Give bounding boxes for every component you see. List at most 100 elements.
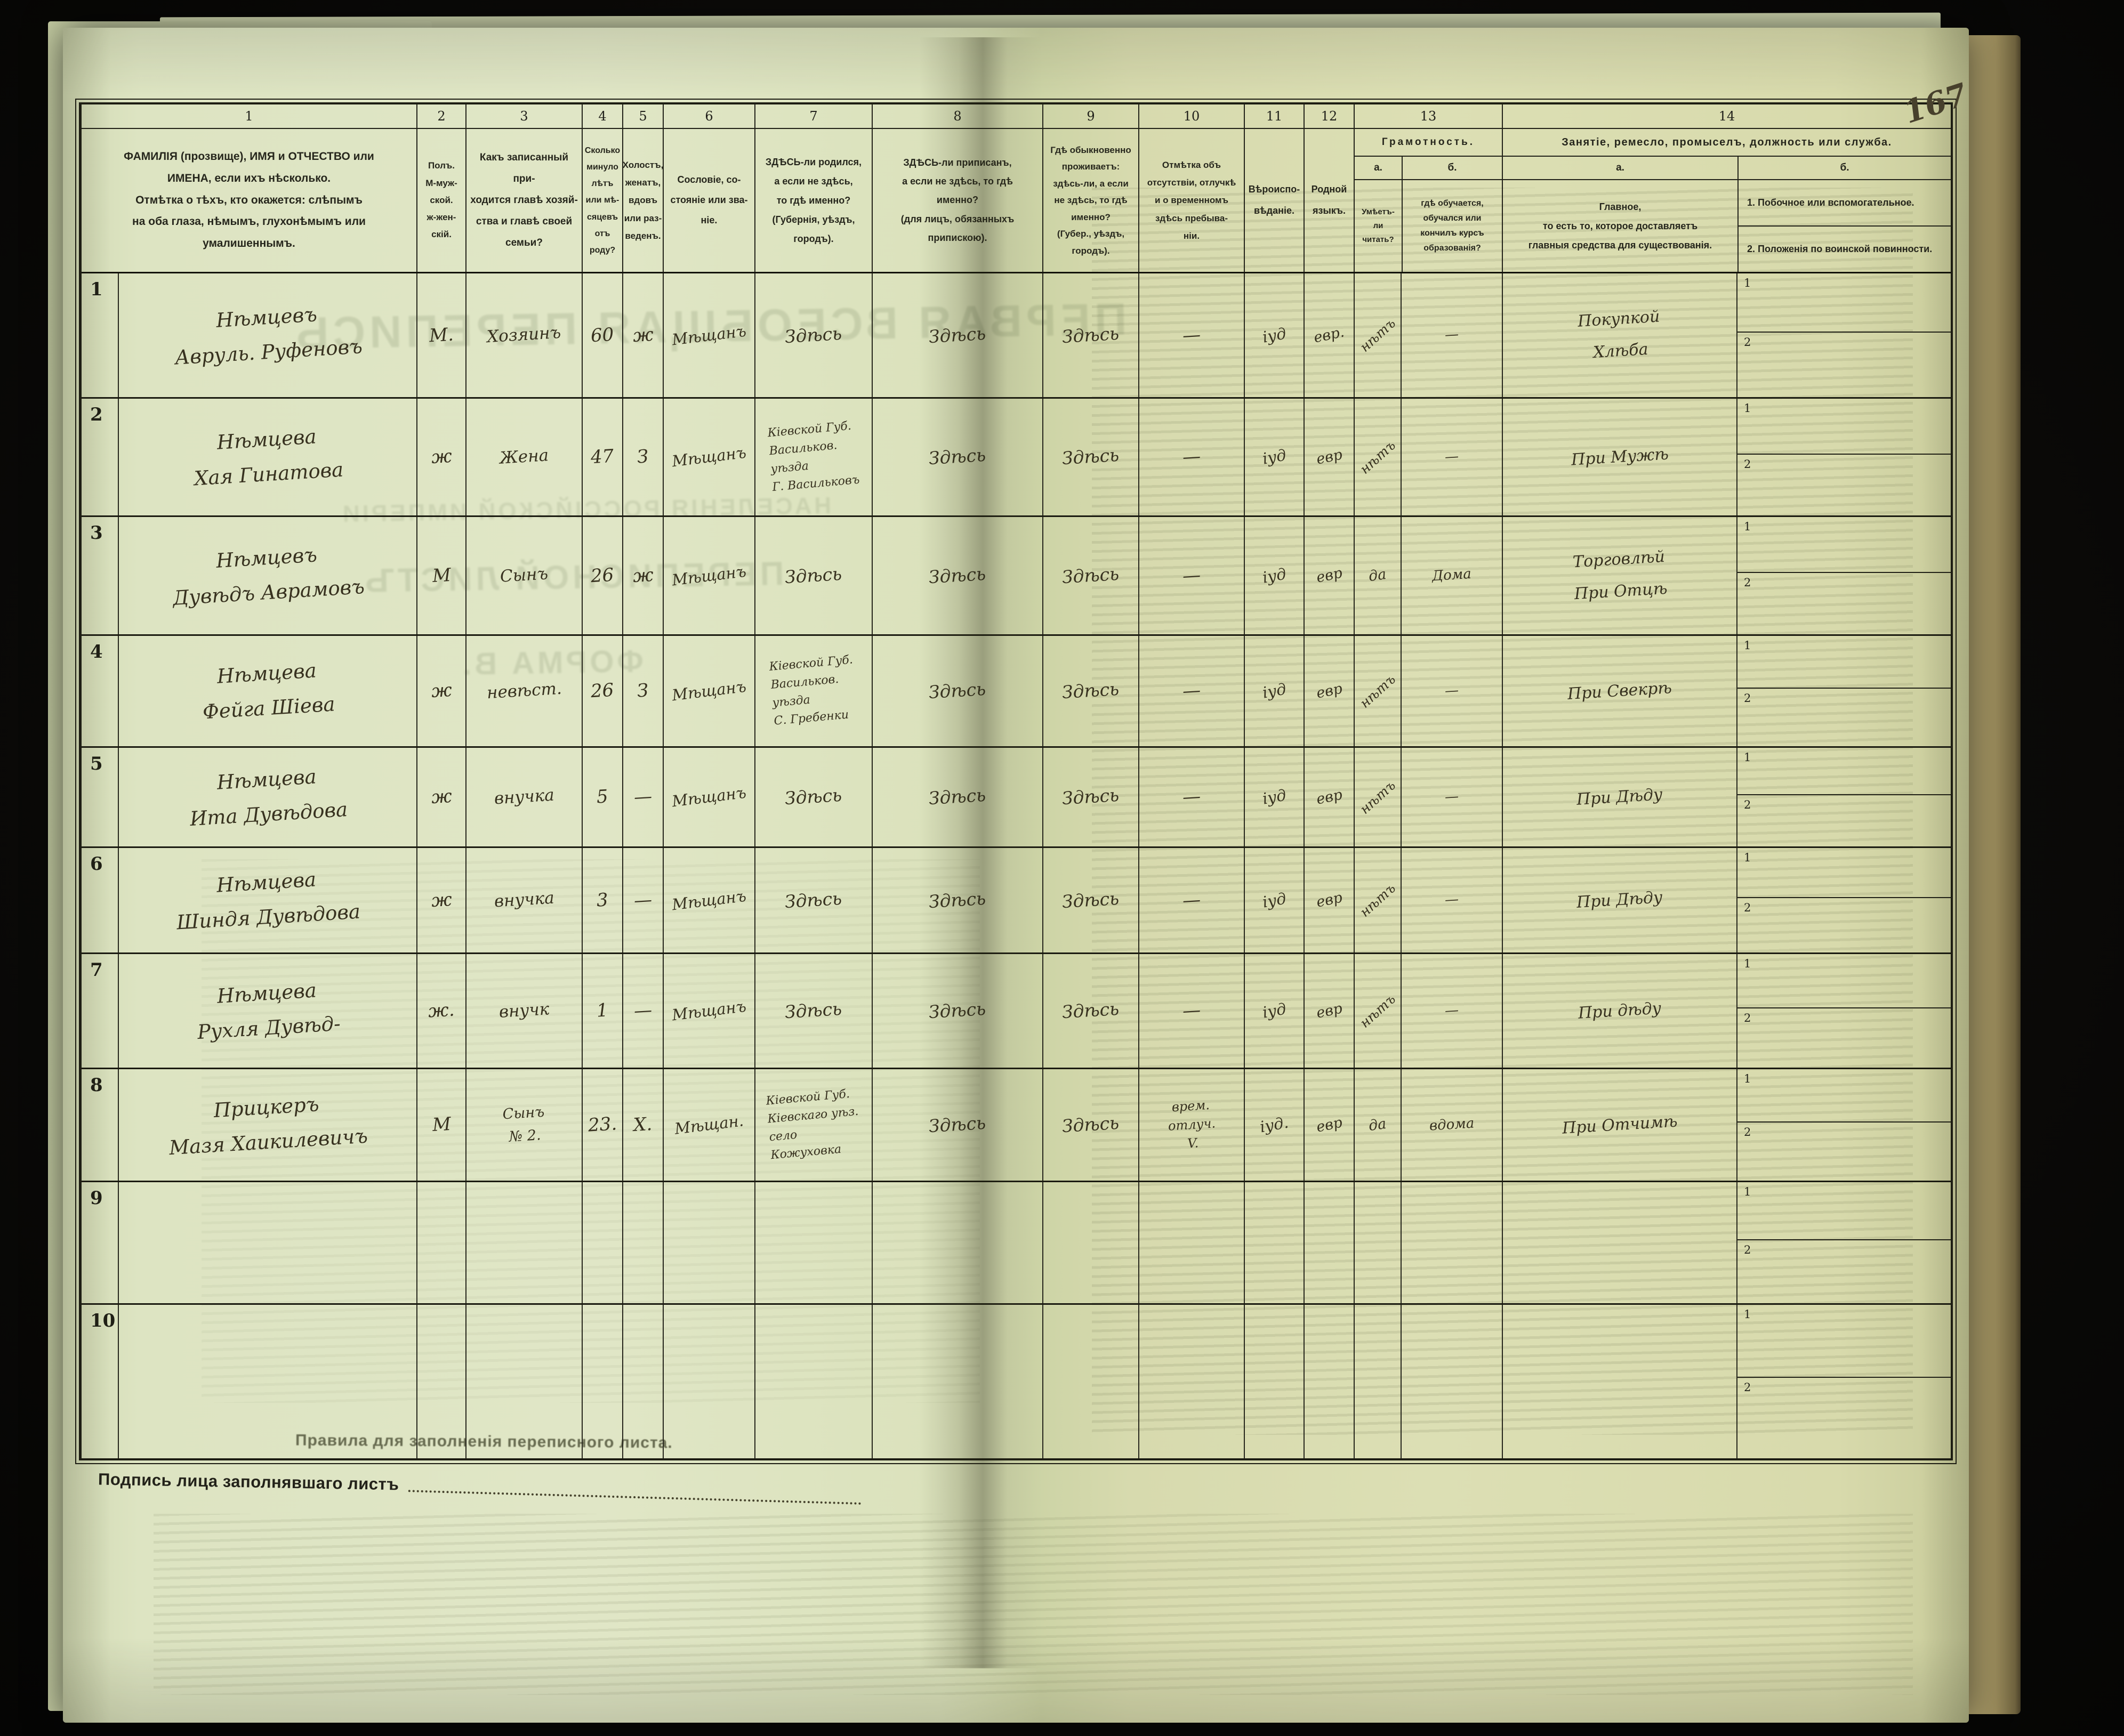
cell-occupation-a: При дѣду xyxy=(1503,954,1737,1068)
cell-residence: Здѣсь xyxy=(1043,1069,1139,1181)
cell-residence: Здѣсь xyxy=(1043,954,1139,1068)
occupation-b2-text: 2. Положенія по воинской повинности. xyxy=(1747,244,1933,254)
cell-language xyxy=(1305,1305,1355,1458)
cell-age xyxy=(583,1305,623,1458)
cell-birthplace: Кіевской Губ. Кіевскаго уѣз. село Кожухо… xyxy=(755,1069,873,1181)
cell-religion: іуд xyxy=(1245,848,1305,952)
cell-occupation-b: 1 2 xyxy=(1737,1305,1951,1458)
cell-age: 60 xyxy=(583,273,623,397)
cell-residence: Здѣсь xyxy=(1043,273,1139,397)
cell-row-number: 4 xyxy=(82,636,119,746)
cell-literacy-a: нѣтъ xyxy=(1355,954,1402,1068)
cell-religion: іуд. xyxy=(1245,1069,1305,1181)
header-occupation-column: Занятіе, ремесло, промыселъ, должность и… xyxy=(1503,129,1951,272)
cell-sex: М xyxy=(417,517,466,634)
table-row: 7 Нѣмцева Рухля Дувѣд- ж. внучк 1 — Мѣща… xyxy=(82,954,1951,1069)
colnum-3: 3 xyxy=(466,104,583,128)
occupation-b-sub1: 1 xyxy=(1737,954,1951,1009)
cell-registered: Здѣсь xyxy=(873,748,1043,846)
cell-relation: невѣст. xyxy=(466,636,583,746)
cell-literacy-b: Дома xyxy=(1402,517,1503,634)
colnum-10: 10 xyxy=(1139,104,1245,128)
occupation-b-sub1: 1 xyxy=(1737,1069,1951,1123)
cell-religion: іуд xyxy=(1245,748,1305,846)
cell-religion: іуд xyxy=(1245,954,1305,1068)
occupation-b-sub1: 1 xyxy=(1737,1305,1951,1378)
cell-marital: — xyxy=(623,954,664,1068)
cell-marital: Х. xyxy=(623,1069,664,1181)
cell-age: 26 xyxy=(583,517,623,634)
cell-literacy-a: да xyxy=(1355,517,1402,634)
cell-literacy-b: — xyxy=(1402,273,1503,397)
cell-birthplace xyxy=(755,1305,873,1458)
cell-row-number: 2 xyxy=(82,399,119,515)
header-estate-column: Сословіе, со- стояніе или зва- ніе. xyxy=(664,129,755,272)
cell-language: евр xyxy=(1305,848,1355,952)
cell-occupation-a: При Свекрѣ xyxy=(1503,636,1737,746)
cell-registered: Здѣсь xyxy=(873,954,1043,1068)
cell-sex: М xyxy=(417,1069,466,1181)
cell-birthplace: Здѣсь xyxy=(755,517,873,634)
column-number-row: 1 2 3 4 5 6 7 8 9 10 11 12 13 14 xyxy=(82,104,1951,129)
cell-birthplace: Здѣсь xyxy=(755,748,873,846)
cell-religion: іуд xyxy=(1245,517,1305,634)
header-birthplace-column: ЗДѢСЬ-ли родился, а если не здѣсь, то гд… xyxy=(755,129,873,272)
colnum-12: 12 xyxy=(1305,104,1355,128)
cell-name: Нѣмцева Хая Гинатова xyxy=(119,399,417,515)
colnum-5: 5 xyxy=(623,104,664,128)
cell-birthplace: Здѣсь xyxy=(755,273,873,397)
cell-literacy-b: вдома xyxy=(1402,1069,1503,1181)
table-row: 9 1 2 xyxy=(82,1182,1951,1305)
occupation-b-sub2: 2 xyxy=(1744,901,1751,915)
cell-estate: Мѣщанъ xyxy=(664,517,755,634)
cell-absence: врем. отлуч. V. xyxy=(1139,1069,1245,1181)
cell-row-number: 9 xyxy=(82,1182,119,1303)
cell-literacy-a: нѣтъ xyxy=(1355,636,1402,746)
header-relation-column: Какъ записанный при- ходится главѣ хозяй… xyxy=(466,129,583,272)
cell-registered xyxy=(873,1305,1043,1458)
cell-sex xyxy=(417,1182,466,1303)
cell-estate: Мѣщан. xyxy=(664,1069,755,1181)
cell-occupation-a: При Мужѣ xyxy=(1503,399,1737,515)
occupation-b-sub2: 2 xyxy=(1744,457,1751,471)
table-row: 6 Нѣмцева Шиндя Дувѣдова ж внучка 3 — Мѣ… xyxy=(82,848,1951,954)
cell-row-number: 5 xyxy=(82,748,119,846)
signature-label: Подпись лица заполнявшаго листъ xyxy=(98,1469,399,1494)
column-header-row: ФАМИЛІЯ (прозвище), ИМЯ и ОТЧЕСТВО или И… xyxy=(82,129,1951,273)
cell-absence: — xyxy=(1139,273,1245,397)
cell-language xyxy=(1305,1182,1355,1303)
occupation-b-sub1: 1 xyxy=(1737,848,1951,899)
colnum-11: 11 xyxy=(1245,104,1305,128)
occupation-b-sub2: 2 xyxy=(1744,692,1751,705)
cell-sex: ж. xyxy=(417,954,466,1068)
colnum-1: 1 xyxy=(82,104,417,128)
cell-row-number: 10 xyxy=(82,1305,119,1458)
cell-absence: — xyxy=(1139,636,1245,746)
cell-age: 47 xyxy=(583,399,623,515)
occupation-b-sub2: 2 xyxy=(1744,1381,1751,1394)
cell-occupation-b: 1 2 xyxy=(1737,748,1951,846)
occupation-b-sub1: 1 xyxy=(1737,636,1951,689)
colnum-6: 6 xyxy=(664,104,755,128)
occupation-b-sub1: 1 xyxy=(1737,273,1951,333)
cell-birthplace: Кіевской Губ. Васильков. уѣзда Г. Василь… xyxy=(755,399,873,515)
header-sex-column: Полъ. М-муж- ской. ж-жен- скій. xyxy=(417,129,466,272)
header-absence-column: Отмѣтка объ отсутствіи, отлучкѣ и о врем… xyxy=(1139,129,1245,272)
cell-occupation-b: 1 2 xyxy=(1737,1069,1951,1181)
cell-occupation-b: 1 2 xyxy=(1737,636,1951,746)
handwritten-page-number: 167 xyxy=(1899,76,1972,131)
cell-name xyxy=(119,1182,417,1303)
cell-birthplace: Кіевской Губ. Васильков. уѣзда С. Гребен… xyxy=(755,636,873,746)
literacy-a-text: Умѣетъ- ли читать? xyxy=(1362,207,1395,245)
cell-religion xyxy=(1245,1182,1305,1303)
header-age-column: Сколько минуло лѣтъ или мѣ- сяцевъ отъ р… xyxy=(583,129,623,272)
cell-residence: Здѣсь xyxy=(1043,399,1139,515)
cell-name: Нѣмцевъ Дувѣдъ Аврамовъ xyxy=(119,517,417,634)
cell-literacy-a: да xyxy=(1355,1069,1402,1181)
cell-relation: внучка xyxy=(466,748,583,846)
cell-registered: Здѣсь xyxy=(873,1069,1043,1181)
occupation-b-sub2: 2 xyxy=(1744,1012,1751,1025)
cell-relation xyxy=(466,1305,583,1458)
cell-marital: — xyxy=(623,748,664,846)
cell-registered: Здѣсь xyxy=(873,848,1043,952)
